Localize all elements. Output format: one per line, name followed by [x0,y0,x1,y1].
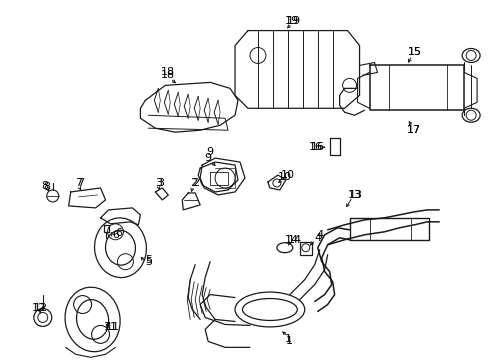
Text: 12: 12 [32,302,46,312]
Text: 8: 8 [43,182,50,192]
Text: 4: 4 [316,230,323,240]
Text: 3: 3 [157,178,163,188]
Text: 3: 3 [155,178,162,188]
Text: 10: 10 [277,172,291,182]
Text: 7: 7 [77,178,84,188]
Text: 6: 6 [112,230,119,240]
Text: 14: 14 [287,235,301,245]
Text: 17: 17 [407,125,421,135]
Text: 12: 12 [34,302,48,312]
Text: 6: 6 [115,228,122,238]
Text: 9: 9 [204,153,211,163]
Text: 2: 2 [189,178,196,188]
Text: 8: 8 [41,181,48,191]
Text: 15: 15 [407,48,421,58]
Text: 1: 1 [286,336,293,346]
Text: 16: 16 [308,142,322,152]
Text: 10: 10 [280,170,294,180]
Text: 18: 18 [161,67,175,77]
Text: 13: 13 [347,190,361,200]
Text: 2: 2 [191,178,198,188]
Text: 5: 5 [144,257,152,267]
Text: 15: 15 [407,48,421,58]
Text: 17: 17 [407,125,421,135]
Text: 19: 19 [286,15,300,26]
Text: 14: 14 [284,235,298,245]
Text: 11: 11 [103,323,117,332]
Text: 9: 9 [206,147,213,157]
Text: 16: 16 [310,142,324,152]
Text: 11: 11 [105,323,119,332]
Text: 19: 19 [284,15,298,26]
Text: 18: 18 [161,71,175,80]
Text: 13: 13 [348,190,362,200]
Text: 5: 5 [144,255,152,265]
Text: 1: 1 [284,334,291,345]
Text: 4: 4 [313,233,321,243]
Text: 7: 7 [75,178,82,188]
